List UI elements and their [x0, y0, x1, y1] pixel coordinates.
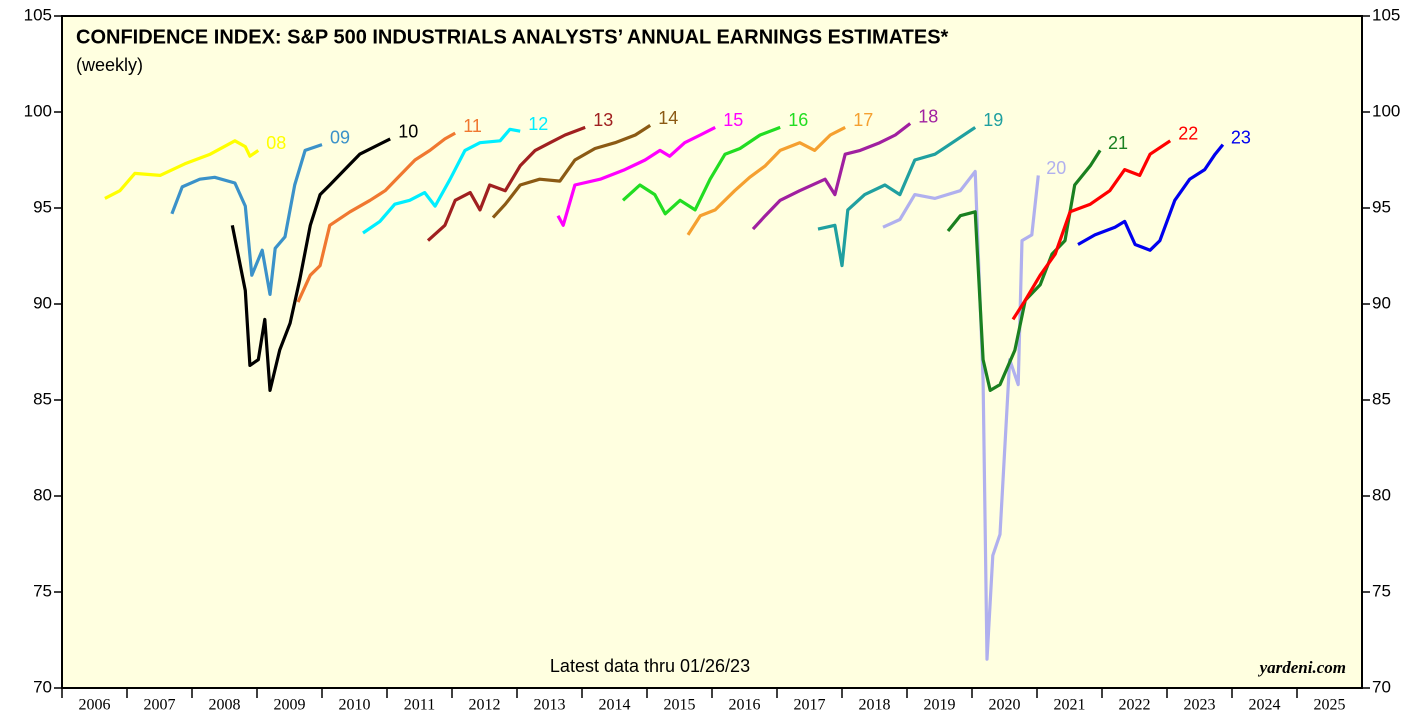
series-line [556, 125, 716, 227]
x-tick-label: 2020 [989, 697, 1021, 714]
y2-tick-label: 90 [1372, 293, 1391, 312]
series-label: 23 [1231, 127, 1251, 147]
y-tick-label: 90 [33, 293, 52, 312]
series-line [946, 149, 1102, 392]
series-label: 19 [983, 110, 1003, 130]
series-label: 09 [330, 127, 350, 147]
series-line [104, 139, 260, 200]
x-tick-label: 2022 [1119, 697, 1151, 714]
y2-tick-label: 70 [1372, 677, 1391, 696]
series-line [817, 126, 977, 268]
x-tick-label: 2008 [209, 697, 241, 714]
y2-tick-label: 75 [1372, 581, 1391, 600]
source: yardeni.com [1258, 658, 1346, 677]
x-tick-label: 2021 [1054, 697, 1086, 714]
series-line [686, 125, 846, 236]
y2-tick-label: 95 [1372, 197, 1391, 216]
x-tick-label: 2024 [1249, 697, 1281, 714]
chart-title: CONFIDENCE INDEX: S&P 500 INDUSTRIALS AN… [76, 26, 949, 48]
y-tick-label: 95 [33, 197, 52, 216]
series-label: 17 [853, 110, 873, 130]
series-label: 16 [788, 110, 808, 130]
series-label: 10 [398, 122, 418, 142]
x-tick-label: 2018 [859, 697, 891, 714]
series-line [882, 169, 1040, 661]
y2-tick-label: 100 [1372, 101, 1400, 120]
x-tick-label: 2012 [469, 697, 501, 714]
series-line [1011, 139, 1172, 321]
annotation: Latest data thru 01/26/23 [550, 656, 750, 676]
x-tick-label: 2009 [274, 697, 306, 714]
x-tick-label: 2019 [924, 697, 956, 714]
x-tick-label: 2014 [599, 697, 631, 714]
series-line [751, 122, 912, 231]
series-line [426, 125, 586, 242]
x-tick-label: 2023 [1184, 697, 1216, 714]
series-line [296, 131, 456, 303]
y-tick-label: 80 [33, 485, 52, 504]
series-label: 11 [463, 116, 482, 136]
series-label: 21 [1108, 133, 1128, 153]
series-line [362, 127, 521, 235]
y-tick-label: 105 [24, 5, 52, 24]
y2-tick-label: 85 [1372, 389, 1391, 408]
series-label: 20 [1046, 158, 1066, 178]
series-label: 12 [528, 114, 548, 134]
series-label: 15 [723, 110, 743, 130]
series-label: 18 [918, 106, 938, 126]
series-line [170, 143, 323, 296]
x-tick-label: 2013 [534, 697, 566, 714]
plot-area [61, 15, 1363, 689]
series-label: 22 [1178, 124, 1198, 144]
x-tick-label: 2015 [664, 697, 696, 714]
series-label: 08 [266, 133, 286, 153]
y-tick-label: 70 [33, 677, 52, 696]
y2-tick-label: 105 [1372, 5, 1400, 24]
x-tick-label: 2016 [729, 697, 761, 714]
x-tick-label: 2007 [144, 697, 176, 714]
y-tick-label: 85 [33, 389, 52, 408]
series-line [1077, 143, 1225, 252]
series-label: 14 [658, 108, 678, 128]
x-tick-label: 2006 [79, 697, 111, 714]
x-tick-label: 2025 [1314, 697, 1346, 714]
chart-subtitle: (weekly) [76, 55, 143, 75]
series-label: 13 [593, 110, 613, 130]
series-line [230, 137, 391, 392]
y-tick-label: 75 [33, 581, 52, 600]
y-tick-label: 100 [24, 101, 52, 120]
x-tick-label: 2011 [404, 697, 435, 714]
series-line [621, 125, 781, 216]
y2-tick-label: 80 [1372, 485, 1391, 504]
series-line [491, 124, 652, 219]
x-tick-label: 2010 [339, 697, 371, 714]
x-tick-label: 2017 [794, 697, 826, 714]
